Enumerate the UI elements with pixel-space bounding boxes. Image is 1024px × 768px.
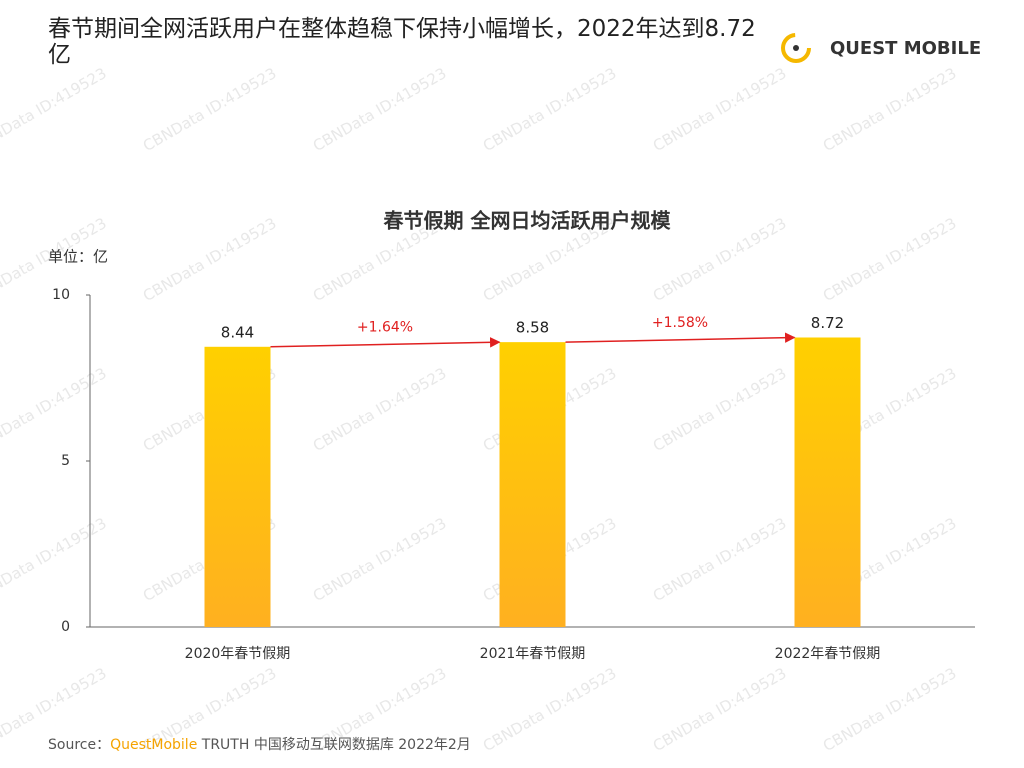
watermark: CBNData ID:419523 [480, 64, 620, 155]
logo: QUEST MOBILE [778, 30, 981, 66]
watermark: CBNData ID:419523 [0, 514, 110, 605]
bar [794, 337, 861, 627]
x-tick-label: 2020年春节假期 [185, 646, 291, 662]
page-title: 春节期间全网活跃用户在整体趋稳下保持小幅增长，2022年达到8.72亿 [48, 16, 756, 68]
source: Source：QuestMobile TRUTH 中国移动互联网数据库 2022… [48, 734, 471, 754]
source-brand: QuestMobile [110, 737, 198, 753]
watermark: CBNData ID:419523 [310, 514, 450, 605]
growth-arrow [270, 337, 501, 348]
value-label: 8.58 [516, 319, 549, 337]
watermark: CBNData ID:419523 [310, 364, 450, 455]
watermark: CBNData ID:419523 [650, 364, 790, 455]
watermark: CBNData ID:419523 [650, 664, 790, 755]
watermark: CBNData ID:419523 [0, 364, 110, 455]
growth-label: +1.64% [357, 319, 413, 335]
chart-title: 春节假期 全网日均活跃用户规模 [383, 209, 672, 233]
growth-label: +1.58% [652, 315, 708, 331]
value-label: 8.72 [811, 314, 844, 332]
y-tick-label: 10 [52, 287, 70, 303]
watermark: CBNData ID:419523 [140, 64, 280, 155]
value-label: 8.44 [221, 323, 254, 341]
y-tick-label: 0 [61, 619, 70, 635]
watermark: CBNData ID:419523 [0, 64, 110, 155]
watermark: CBNData ID:419523 [820, 64, 960, 155]
growth-arrow [565, 332, 796, 343]
source-prefix: Source： [48, 737, 111, 753]
unit-label: 单位：亿 [48, 248, 108, 266]
x-tick-label: 2022年春节假期 [775, 646, 881, 662]
watermark: CBNData ID:419523 [310, 64, 450, 155]
logo-text: QUEST MOBILE [830, 37, 982, 59]
bar [204, 346, 271, 627]
watermark: CBNData ID:419523 [650, 514, 790, 605]
watermark: CBNData ID:419523 [650, 214, 790, 305]
y-tick-label: 5 [61, 453, 70, 469]
watermark: CBNData ID:419523 [140, 214, 280, 305]
watermark: CBNData ID:419523 [480, 664, 620, 755]
bar [499, 342, 566, 627]
watermark: CBNData ID:419523 [650, 64, 790, 155]
source-text: TRUTH 中国移动互联网数据库 2022年2月 [201, 737, 471, 753]
watermark: CBNData ID:419523 [820, 214, 960, 305]
x-tick-label: 2021年春节假期 [480, 646, 586, 662]
watermark: CBNData ID:419523 [820, 664, 960, 755]
logo-icon [781, 33, 811, 63]
